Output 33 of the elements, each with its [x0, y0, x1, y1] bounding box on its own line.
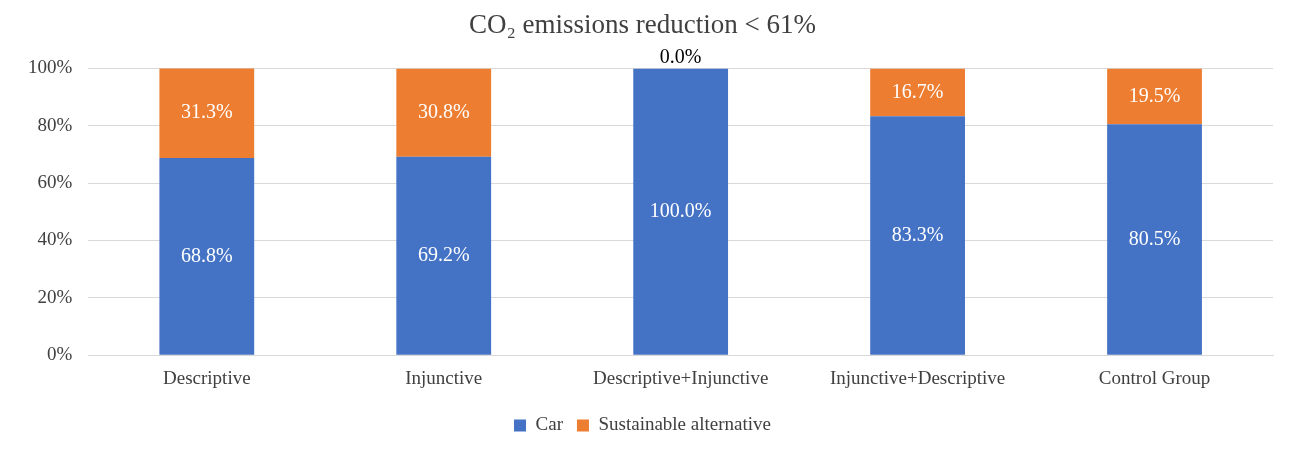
y-tick-label: 60% — [37, 171, 73, 193]
data-label: 31.3% — [180, 100, 233, 123]
bar — [633, 68, 729, 355]
bar — [159, 68, 255, 158]
y-tick-label: 20% — [37, 285, 73, 307]
data-label: 100.0% — [649, 198, 712, 221]
data-label: 80.5% — [1128, 226, 1181, 249]
x-tick-label: Injunctive+Descriptive — [829, 366, 1006, 388]
bar — [396, 156, 492, 355]
legend-label: Car — [535, 413, 564, 435]
x-tick-label: Control Group — [1098, 366, 1211, 388]
legend-label: Sustainable alternative — [598, 413, 771, 435]
y-tick-label: 0% — [47, 343, 73, 365]
bar — [396, 68, 492, 157]
x-tick-label: Injunctive — [405, 366, 483, 388]
y-tick-label: 80% — [37, 113, 73, 135]
y-tick-label: 40% — [37, 228, 73, 250]
data-label: 30.8% — [417, 99, 470, 122]
x-tick-label: Descriptive+Injunctive — [593, 366, 769, 388]
bar — [870, 116, 965, 355]
data-label: 83.3% — [891, 222, 944, 245]
bar — [870, 68, 965, 117]
x-tick-label: Descriptive — [163, 366, 251, 388]
data-label: 19.5% — [1128, 83, 1181, 106]
data-label: 16.7% — [891, 79, 944, 102]
data-label: 0.0% — [659, 44, 702, 67]
chart-title: CO₂ emissions reduction < 61% — [468, 9, 817, 40]
data-label: 69.2% — [417, 242, 470, 265]
y-tick-label: 100% — [28, 56, 73, 78]
bar — [1107, 124, 1202, 355]
bar — [1107, 68, 1202, 125]
bar — [159, 157, 255, 355]
data-label: 68.8% — [180, 243, 233, 266]
